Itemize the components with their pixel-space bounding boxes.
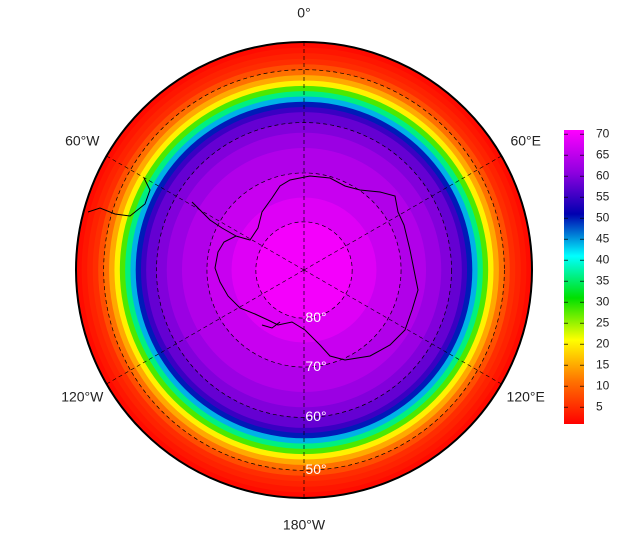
- labels: 80° 70° 60° 50° 0° 60°E 120°E 180°W 120°W 60°W: [61, 5, 545, 533]
- colorbar-tick-label: 40: [596, 252, 610, 266]
- colorbar-tick-label: 55: [596, 189, 610, 203]
- colorbar-tick-label: 25: [596, 315, 610, 329]
- meridian: [106, 155, 305, 271]
- shelf: [261, 321, 281, 329]
- parallel: [255, 221, 353, 319]
- lon-label: 60°W: [65, 133, 100, 149]
- colorbar-tick-label: 50: [596, 210, 610, 224]
- colorbar-tick-label: 30: [596, 294, 610, 308]
- colorbar-tick-label: 15: [596, 357, 610, 371]
- meridian: [106, 269, 305, 385]
- peninsula: [191, 201, 237, 237]
- meridian: [303, 155, 502, 271]
- lat-label: 50°: [305, 461, 326, 477]
- south-america-tip: [87, 177, 151, 217]
- lon-label: 60°E: [510, 133, 541, 149]
- colorbar-tick-label: 70: [596, 126, 610, 140]
- colorbar-tick-label: 35: [596, 273, 610, 287]
- colorbar-tick-label: 45: [596, 231, 610, 245]
- colorbar-tick-label: 10: [596, 378, 610, 392]
- lon-label: 0°: [297, 5, 310, 21]
- lon-label: 120°W: [61, 389, 104, 405]
- colorbar-tick-label: 60: [596, 168, 610, 182]
- parallel: [103, 69, 505, 471]
- colorbar: 5 10 15 20 25 30 35 40 45 50 55 60 65 70: [564, 126, 610, 424]
- lat-label: 70°: [305, 358, 326, 374]
- lat-label: 60°: [305, 408, 326, 424]
- meridian: [303, 269, 502, 385]
- graticule: [103, 42, 505, 498]
- lon-label: 120°E: [507, 389, 545, 405]
- colorbar-tick-label: 5: [596, 399, 603, 413]
- lon-label: 180°W: [283, 517, 326, 533]
- map-boundary: [75, 41, 533, 499]
- colorbar-tick-label: 65: [596, 147, 610, 161]
- colorbar-tick-label: 20: [596, 336, 610, 350]
- lat-label: 80°: [305, 309, 326, 325]
- colorbar-fill: [564, 130, 584, 424]
- parallel: [206, 172, 402, 368]
- coastline: [87, 175, 419, 361]
